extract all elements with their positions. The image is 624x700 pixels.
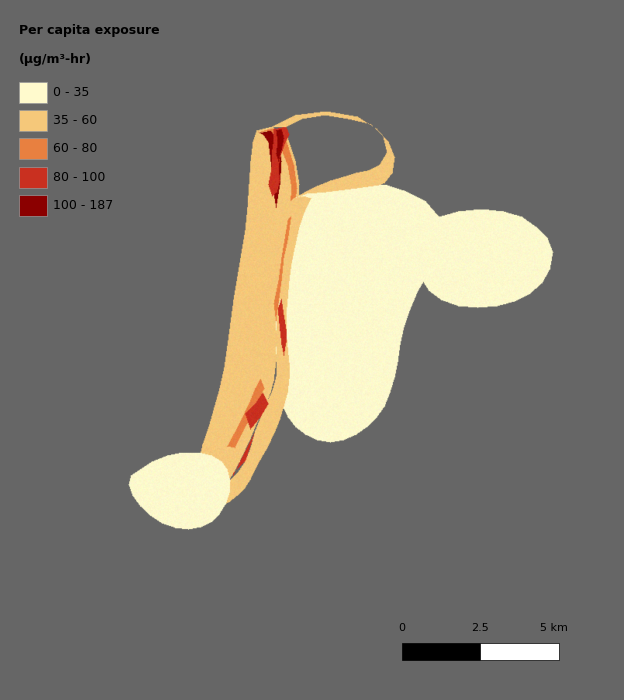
Text: Per capita exposure: Per capita exposure [19, 24, 159, 37]
FancyBboxPatch shape [19, 82, 47, 103]
Bar [480, 643, 559, 660]
Text: 0 - 35: 0 - 35 [53, 85, 89, 99]
Text: 60 - 80: 60 - 80 [53, 142, 97, 155]
FancyBboxPatch shape [19, 139, 47, 160]
Text: (μg/m³-hr): (μg/m³-hr) [19, 53, 92, 66]
FancyBboxPatch shape [19, 110, 47, 131]
FancyBboxPatch shape [19, 195, 47, 216]
Text: 80 - 100: 80 - 100 [53, 171, 105, 183]
Text: 5 km: 5 km [540, 623, 568, 633]
Text: 35 - 60: 35 - 60 [53, 114, 97, 127]
Text: 0: 0 [398, 623, 406, 633]
Bar [402, 643, 480, 660]
Text: 100 - 187: 100 - 187 [53, 199, 114, 212]
Text: 2.5: 2.5 [472, 623, 489, 633]
FancyBboxPatch shape [19, 167, 47, 188]
